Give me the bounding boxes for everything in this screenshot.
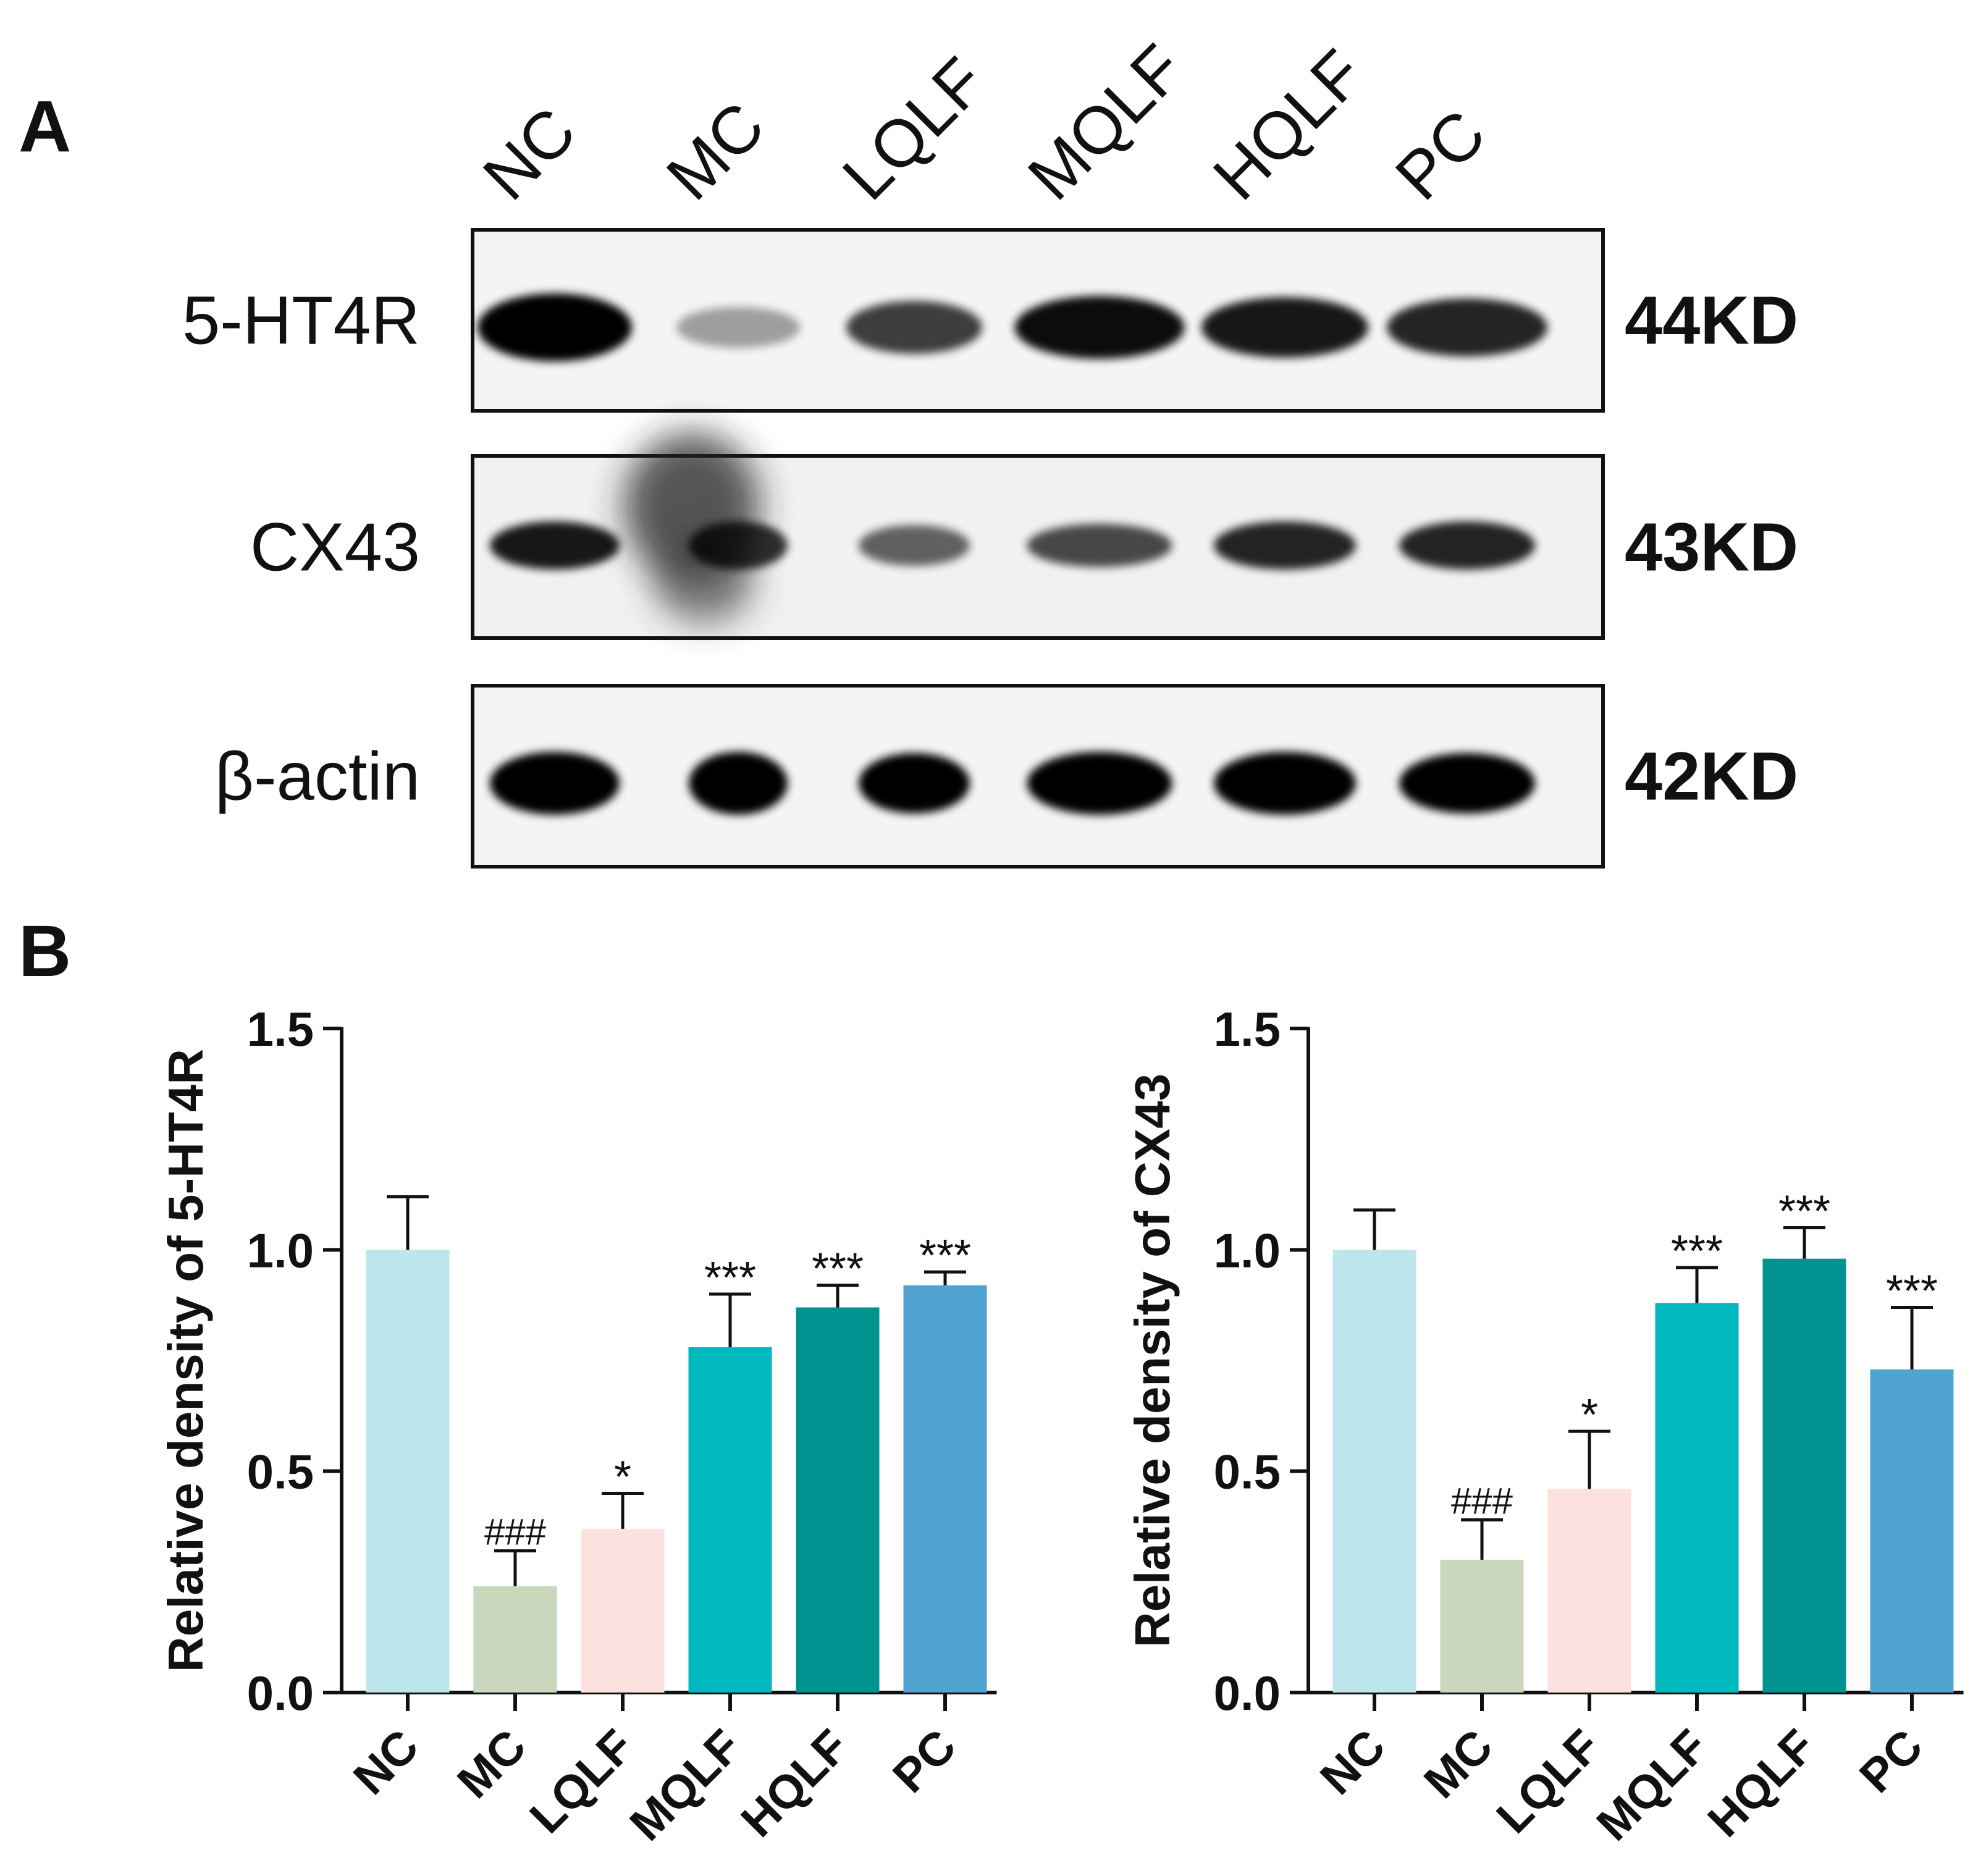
y-axis-label: Relative density of 5-HT4R [158, 1049, 213, 1672]
blot-protein-label: β-actin [215, 739, 420, 815]
bar-LQLF [581, 1528, 665, 1693]
panel-b-label: B [19, 911, 71, 992]
bar-chart-cx43: 0.0 0.5 1.0 1.5 Relative density of CX43 NC ##… [1125, 1002, 1964, 1851]
blot-size-label: 42KD [1625, 739, 1798, 815]
significance-label: *** [1778, 1187, 1830, 1237]
western-blot: NC MC LQLF MQLF HQLF PC 5-HT4R 44KD CX43 43KD β-ac… [182, 30, 1798, 869]
blot-band [1214, 521, 1356, 570]
x-tick-label: PC [883, 1720, 966, 1803]
blot-size-label: 44KD [1625, 283, 1798, 359]
blot-band [478, 293, 632, 361]
significance-label: *** [1886, 1267, 1938, 1316]
blot-band [689, 752, 788, 815]
x-tick-label: MQLF [1587, 1720, 1718, 1851]
blot-band [1201, 297, 1368, 358]
y-tick-label: 0.0 [247, 1666, 314, 1720]
blot-band [490, 521, 620, 570]
blot-band [846, 301, 982, 354]
blot-band [1387, 298, 1547, 356]
blot-band [1027, 752, 1172, 815]
panel-a-label: A [19, 86, 71, 167]
x-tick-label: HQLF [1698, 1720, 1825, 1847]
significance-label: *** [919, 1231, 971, 1281]
bar-chart-5ht4r: 0.0 0.5 1.0 1.5 Relative density of 5-HT4R NC… [158, 1002, 997, 1851]
blot-protein-label: 5-HT4R [182, 283, 420, 359]
blot-band [859, 753, 970, 814]
bar-PC [1870, 1369, 1954, 1693]
blot-band [1214, 752, 1356, 815]
x-tick-label: LQLF [520, 1720, 644, 1843]
blot-size-label: 43KD [1625, 510, 1798, 586]
bar-NC [1332, 1250, 1416, 1693]
blot-lane-label: NC [469, 93, 590, 214]
y-tick-label: 1.0 [247, 1223, 314, 1277]
blot-lane-label: HQLF [1199, 35, 1378, 214]
bar-HQLF [1762, 1258, 1846, 1693]
blot-band [689, 521, 788, 570]
significance-label: * [1581, 1390, 1598, 1440]
blot-band [676, 307, 800, 348]
y-tick-label: 1.0 [1214, 1223, 1281, 1277]
significance-label: ### [1451, 1481, 1513, 1522]
x-tick-label: NC [343, 1720, 429, 1805]
bar-HQLF [796, 1307, 880, 1693]
blot-band [1027, 524, 1172, 567]
x-tick-label: NC [1310, 1720, 1395, 1805]
bar-MQLF [688, 1347, 772, 1693]
x-tick-label: MC [1414, 1720, 1503, 1809]
bar-MC [1440, 1560, 1524, 1693]
bar-LQLF [1547, 1489, 1631, 1693]
blot-band [490, 752, 620, 815]
significance-label: *** [812, 1245, 864, 1294]
bar-PC [903, 1285, 987, 1693]
bar-NC [366, 1250, 450, 1693]
y-tick-label: 1.5 [247, 1002, 314, 1056]
blot-lane-label: LQLF [828, 43, 999, 214]
x-tick-label: HQLF [731, 1720, 859, 1847]
blot-protein-label: CX43 [250, 510, 420, 586]
bar-MC [473, 1586, 557, 1693]
y-tick-label: 0.5 [247, 1445, 314, 1499]
blot-lane-label: MQLF [1014, 30, 1198, 214]
y-tick-label: 0.0 [1214, 1666, 1281, 1720]
blot-band [1014, 296, 1185, 359]
significance-label: *** [704, 1253, 756, 1303]
x-tick-label: LQLF [1487, 1720, 1610, 1843]
y-tick-label: 1.5 [1214, 1002, 1281, 1056]
blot-lane-label: MC [652, 88, 778, 214]
blot-lane-label: PC [1381, 96, 1500, 214]
significance-label: *** [1671, 1227, 1723, 1276]
significance-label: ### [484, 1512, 547, 1553]
blot-band [859, 525, 970, 566]
significance-label: * [614, 1453, 631, 1502]
x-tick-label: MC [447, 1720, 536, 1809]
x-tick-label: PC [1849, 1720, 1933, 1803]
y-tick-label: 0.5 [1214, 1445, 1281, 1499]
blot-band [1399, 753, 1535, 814]
y-axis-label: Relative density of CX43 [1125, 1074, 1180, 1647]
x-tick-label: MQLF [620, 1720, 751, 1851]
blot-band [1399, 521, 1535, 570]
bar-MQLF [1655, 1303, 1739, 1693]
